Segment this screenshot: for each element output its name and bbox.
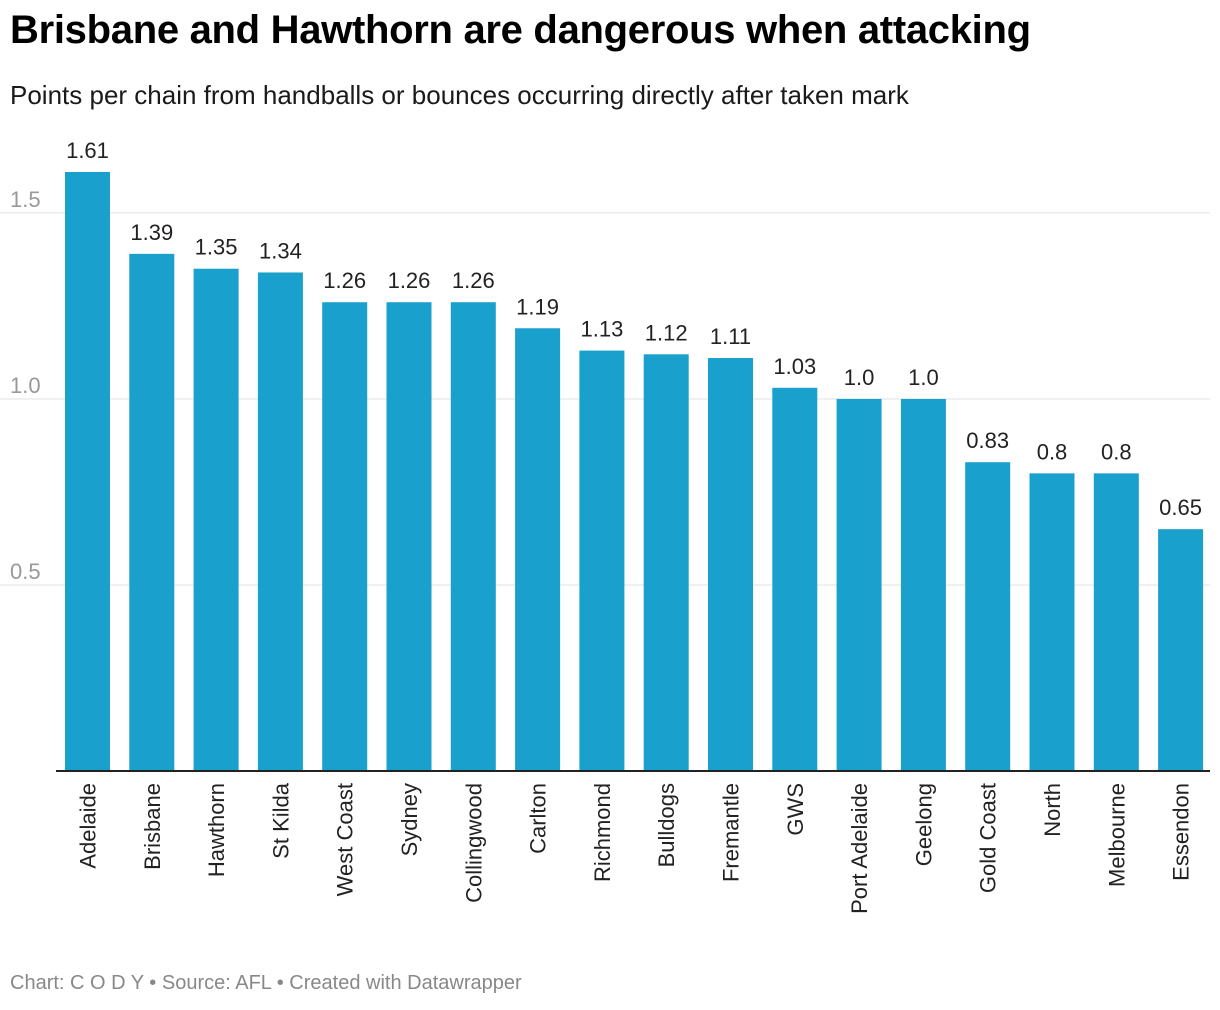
bar-value-label: 0.83 — [966, 428, 1009, 453]
bar-value-label: 1.35 — [195, 235, 238, 260]
x-category-label: Adelaide — [76, 783, 101, 869]
bar — [193, 268, 239, 771]
x-category-label: Brisbane — [140, 783, 165, 870]
x-category-label: Bulldogs — [654, 783, 679, 867]
bar-value-label: 1.34 — [259, 238, 302, 263]
bar-value-label: 1.0 — [908, 365, 939, 390]
bar-value-label: 1.26 — [388, 268, 431, 293]
chart-title: Brisbane and Hawthorn are dangerous when… — [10, 8, 1031, 52]
bar-chart: 0.5 1.0 1.5 1.61 Adelaide 1.39 Brisbane 1.35 Haw… — [0, 138, 1210, 914]
bar — [708, 358, 753, 771]
bar-value-label: 1.26 — [323, 268, 366, 293]
x-category-label: Collingwood — [461, 783, 486, 903]
bar-value-label: 1.03 — [773, 354, 816, 379]
x-category-label: West Coast — [333, 783, 358, 896]
x-category-label: Melbourne — [1104, 783, 1129, 887]
bar-value-label: 1.12 — [645, 320, 688, 345]
bar — [129, 253, 175, 771]
x-category-label: Port Adelaide — [847, 783, 872, 914]
y-tick-label: 1.0 — [10, 373, 41, 398]
x-category-label: North — [1040, 783, 1065, 837]
bar — [515, 328, 561, 771]
x-category-label: Carlton — [526, 783, 551, 854]
x-category-label: Gold Coast — [976, 783, 1001, 893]
bar — [579, 350, 625, 771]
bar — [1158, 529, 1204, 771]
bar — [386, 302, 432, 771]
bar — [322, 302, 368, 771]
bar-value-label: 1.11 — [710, 324, 751, 349]
bar — [965, 462, 1011, 771]
bar — [1029, 473, 1075, 771]
bar — [900, 398, 946, 771]
x-category-label: St Kilda — [268, 782, 293, 859]
x-category-label: GWS — [783, 783, 808, 836]
bar — [257, 272, 303, 771]
bar-value-label: 1.13 — [580, 317, 623, 342]
bar — [450, 302, 496, 771]
y-tick-label: 0.5 — [10, 559, 41, 584]
x-category-label: Fremantle — [719, 783, 744, 882]
bar — [65, 172, 110, 771]
bar-value-label: 0.8 — [1037, 439, 1068, 464]
bar-value-label: 1.26 — [452, 268, 495, 293]
chart-footer-credit: Chart: C O D Y • Source: AFL • Created w… — [10, 972, 522, 994]
bar — [1093, 473, 1139, 771]
bar — [643, 354, 689, 771]
bar-value-label: 1.19 — [516, 294, 559, 319]
bar — [836, 398, 882, 771]
bar-value-label: 1.0 — [844, 365, 875, 390]
bar-value-label: 0.8 — [1101, 439, 1132, 464]
bar-value-label: 0.65 — [1159, 495, 1202, 520]
chart-subtitle: Points per chain from handballs or bounc… — [10, 80, 909, 110]
bar — [772, 387, 818, 771]
x-category-label: Richmond — [590, 783, 615, 882]
x-category-label: Essendon — [1169, 783, 1194, 881]
y-tick-label: 1.5 — [10, 187, 41, 212]
bar-value-label: 1.61 — [66, 138, 109, 163]
bar-value-label: 1.39 — [130, 220, 173, 245]
x-category-label: Hawthorn — [204, 783, 229, 877]
x-category-label: Sydney — [397, 783, 422, 856]
x-category-label: Geelong — [911, 783, 936, 866]
